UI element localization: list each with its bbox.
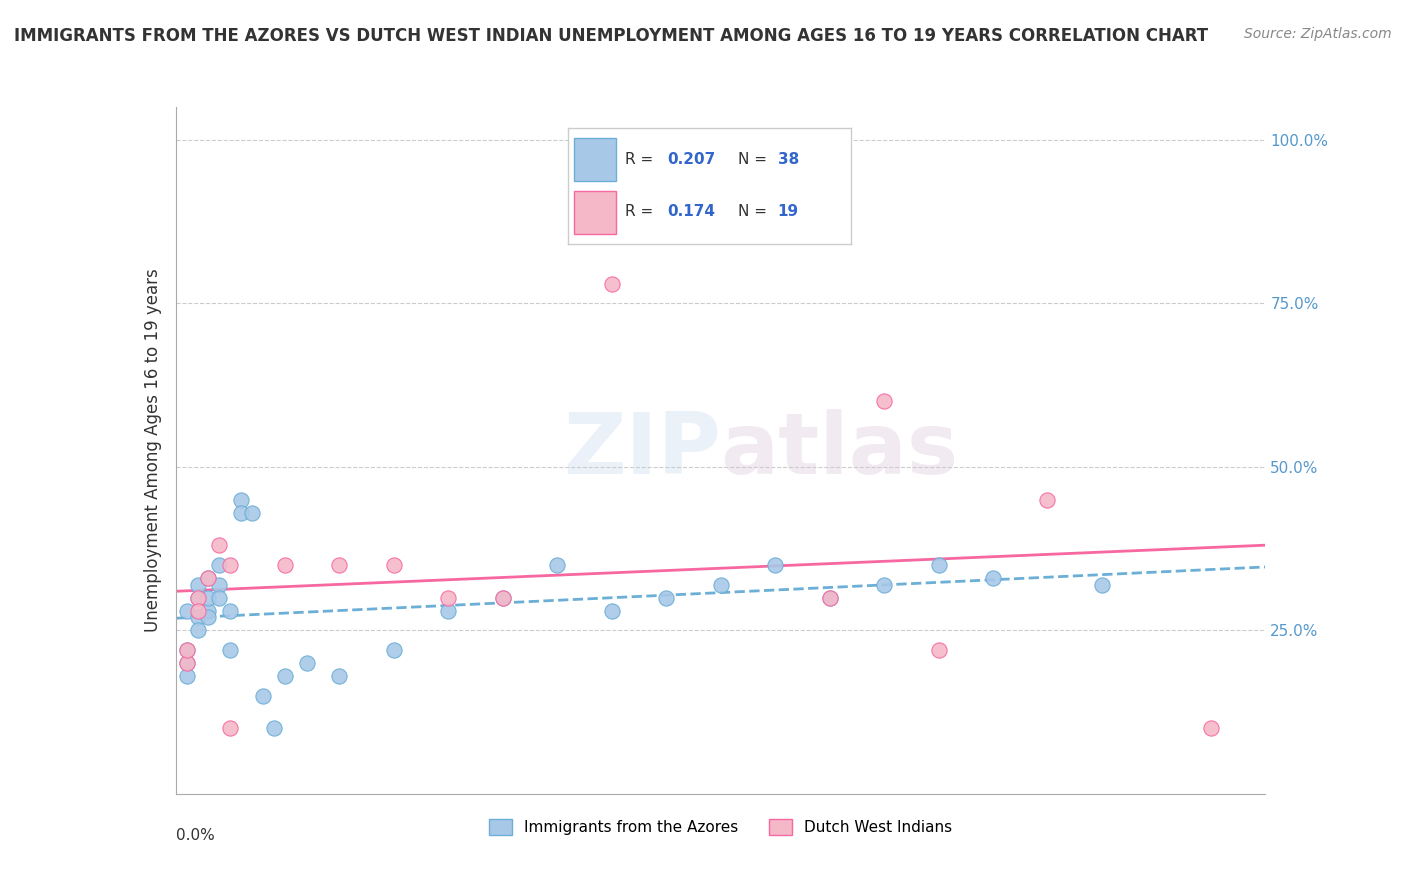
Point <box>208 591 231 605</box>
Point <box>1199 722 1222 736</box>
Point <box>437 591 460 605</box>
Point <box>600 604 623 618</box>
Point <box>1091 577 1114 591</box>
Point <box>655 591 678 605</box>
Point <box>208 577 231 591</box>
Point <box>231 506 253 520</box>
Point <box>873 394 896 409</box>
Point <box>176 643 198 657</box>
Point <box>981 571 1004 585</box>
Point <box>197 591 219 605</box>
Point <box>437 604 460 618</box>
Point <box>219 558 242 572</box>
Legend: Immigrants from the Azores, Dutch West Indians: Immigrants from the Azores, Dutch West I… <box>482 813 959 841</box>
Point <box>176 656 198 670</box>
Text: Source: ZipAtlas.com: Source: ZipAtlas.com <box>1244 27 1392 41</box>
Point <box>328 558 350 572</box>
Point <box>274 669 297 683</box>
Point <box>186 591 209 605</box>
Text: IMMIGRANTS FROM THE AZORES VS DUTCH WEST INDIAN UNEMPLOYMENT AMONG AGES 16 TO 19: IMMIGRANTS FROM THE AZORES VS DUTCH WEST… <box>14 27 1208 45</box>
Text: ZIP: ZIP <box>562 409 721 492</box>
Point <box>186 577 209 591</box>
Point <box>928 643 950 657</box>
Point <box>295 656 318 670</box>
Point <box>186 604 209 618</box>
Point <box>197 571 219 585</box>
Point <box>176 669 198 683</box>
Point <box>1036 492 1059 507</box>
Point <box>197 571 219 585</box>
Y-axis label: Unemployment Among Ages 16 to 19 years: Unemployment Among Ages 16 to 19 years <box>143 268 162 632</box>
Point <box>219 722 242 736</box>
Text: atlas: atlas <box>721 409 959 492</box>
Point <box>710 577 733 591</box>
Point <box>382 643 405 657</box>
Point <box>240 506 263 520</box>
Point <box>818 591 841 605</box>
Point <box>928 558 950 572</box>
Point <box>492 591 515 605</box>
Point <box>186 591 209 605</box>
Point <box>208 558 231 572</box>
Point <box>546 558 568 572</box>
Point <box>274 558 297 572</box>
Point <box>197 610 219 624</box>
Point <box>186 624 209 638</box>
Point <box>197 604 219 618</box>
Point <box>818 591 841 605</box>
Point <box>600 277 623 291</box>
Point <box>763 558 786 572</box>
Point <box>252 689 274 703</box>
Point <box>492 591 515 605</box>
Point <box>176 656 198 670</box>
Point <box>263 722 285 736</box>
Point <box>176 604 198 618</box>
Point <box>873 577 896 591</box>
Point <box>186 610 209 624</box>
Point <box>208 538 231 552</box>
Point <box>176 643 198 657</box>
Point <box>328 669 350 683</box>
Point <box>382 558 405 572</box>
Text: 0.0%: 0.0% <box>176 828 215 843</box>
Point <box>219 604 242 618</box>
Point <box>231 492 253 507</box>
Point <box>219 643 242 657</box>
